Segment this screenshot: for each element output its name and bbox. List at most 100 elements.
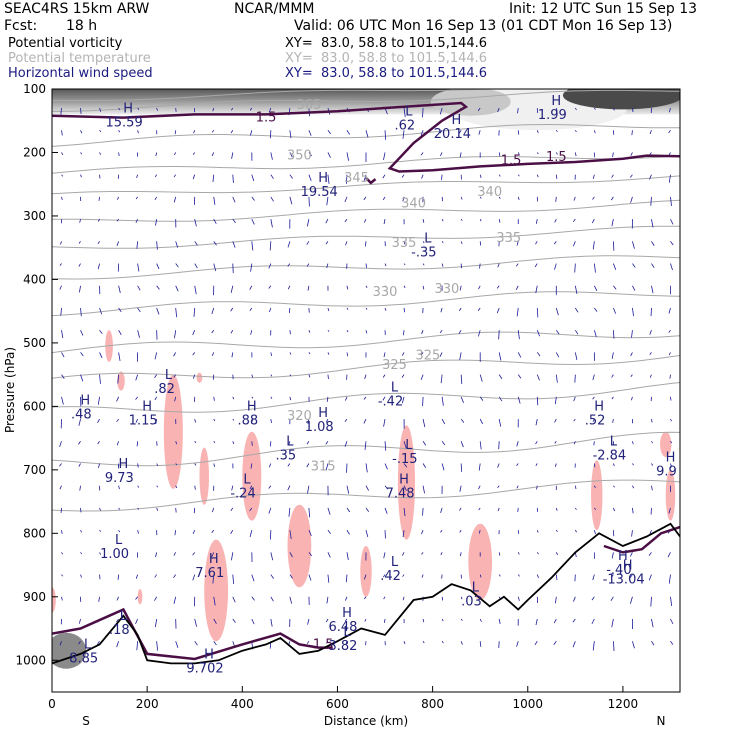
wind-arrow bbox=[497, 107, 500, 113]
wind-arrow bbox=[594, 107, 596, 110]
wind-arrow bbox=[593, 263, 596, 273]
wind-arrow bbox=[591, 618, 595, 625]
wind-arrow bbox=[97, 218, 100, 222]
wind-arrow bbox=[78, 441, 81, 445]
wind-arrow bbox=[440, 307, 443, 313]
wind-arrow bbox=[536, 552, 539, 555]
wind-arrow bbox=[98, 596, 100, 602]
wind-arrow bbox=[232, 618, 236, 623]
wind-arrow bbox=[555, 574, 558, 581]
wind-arrow bbox=[668, 507, 671, 514]
wind-arrow bbox=[307, 618, 310, 625]
wind-arrow bbox=[80, 307, 82, 317]
wind-arrow bbox=[612, 418, 614, 423]
wind-arrow bbox=[154, 352, 158, 360]
wind-arrow bbox=[364, 618, 367, 622]
wind-arrow bbox=[289, 374, 292, 377]
wind-arrow bbox=[116, 618, 119, 623]
wind-arrow bbox=[555, 329, 560, 335]
y-tick-label: 500 bbox=[23, 336, 46, 350]
extremum-value: 7.48 bbox=[386, 487, 415, 502]
wind-arrow bbox=[670, 640, 674, 645]
wind-arrow bbox=[78, 618, 81, 624]
wind-arrow bbox=[648, 574, 652, 581]
wind-arrow bbox=[440, 152, 443, 157]
wind-arrow bbox=[117, 574, 120, 580]
wind-arrow bbox=[670, 618, 674, 625]
wind-arrow bbox=[212, 374, 215, 380]
wind-arrow bbox=[307, 485, 310, 494]
wind-arrow bbox=[327, 374, 329, 380]
wind-arrow bbox=[498, 174, 501, 177]
wind-arrow bbox=[194, 418, 196, 423]
wind-arrow bbox=[515, 285, 519, 291]
wind-arrow bbox=[631, 396, 633, 401]
wind-arrow bbox=[517, 130, 520, 135]
wind-arrow bbox=[441, 441, 446, 446]
wind-arrow bbox=[192, 574, 196, 581]
wind-arrow bbox=[192, 174, 196, 180]
wind-arrow bbox=[306, 241, 310, 245]
wind-arrow bbox=[136, 241, 139, 249]
wind-arrow bbox=[80, 108, 82, 115]
wind-arrow bbox=[99, 374, 101, 384]
wind-arrow bbox=[288, 507, 291, 517]
wind-arrow bbox=[498, 374, 503, 380]
wind-arrow bbox=[554, 396, 557, 405]
high-marker: H bbox=[452, 113, 462, 128]
wind-arrow bbox=[345, 396, 348, 401]
wind-arrow bbox=[651, 485, 653, 491]
wind-arrow bbox=[612, 241, 615, 251]
high-marker: H bbox=[623, 558, 633, 573]
wind-arrow bbox=[632, 441, 634, 445]
wind-arrow bbox=[555, 352, 560, 358]
wind-arrow bbox=[175, 285, 179, 292]
wind-arrow bbox=[441, 218, 444, 222]
wind-arrow bbox=[327, 552, 331, 558]
wind-arrow bbox=[651, 641, 655, 646]
high-marker: H bbox=[551, 94, 561, 109]
wind-arrow bbox=[574, 529, 577, 533]
wind-arrow bbox=[364, 574, 367, 580]
wind-arrow bbox=[479, 641, 482, 647]
wind-arrow bbox=[308, 574, 312, 581]
wind-arrow bbox=[649, 330, 652, 335]
wind-arrow bbox=[631, 130, 633, 136]
wind-arrow bbox=[326, 263, 329, 269]
wind-arrow bbox=[610, 596, 614, 602]
wind-arrow bbox=[460, 396, 464, 403]
wind-arrow bbox=[574, 152, 577, 157]
wind-arrow bbox=[80, 529, 82, 533]
wind-arrow bbox=[59, 485, 62, 490]
wind-arrow bbox=[460, 374, 463, 385]
wind-arrow bbox=[79, 285, 81, 293]
wind-arrow bbox=[156, 307, 160, 315]
wind-arrow bbox=[535, 219, 538, 224]
wind-arrow bbox=[251, 396, 254, 399]
wind-arrow bbox=[232, 418, 235, 421]
wind-arrow bbox=[592, 396, 595, 400]
wind-arrow bbox=[135, 596, 138, 600]
wind-arrow bbox=[306, 640, 310, 644]
wind-arrow bbox=[80, 574, 82, 578]
wind-arrow bbox=[156, 241, 158, 250]
wind-arrow bbox=[231, 552, 234, 561]
wind-arrow bbox=[649, 352, 652, 355]
theta-contour-line bbox=[52, 382, 680, 413]
high-marker: H bbox=[318, 171, 328, 186]
wind-arrow bbox=[97, 241, 100, 245]
wind-arrow bbox=[80, 152, 83, 155]
wind-arrow bbox=[498, 552, 501, 556]
wind-arrow bbox=[422, 263, 425, 266]
wind-arrow bbox=[572, 241, 576, 247]
wind-arrow bbox=[403, 263, 406, 266]
low-marker: L bbox=[84, 638, 92, 653]
wind-arrow bbox=[116, 596, 119, 601]
wind-arrow bbox=[326, 596, 329, 604]
wind-arrow bbox=[60, 241, 62, 245]
field-name-theta: Potential temperature bbox=[8, 51, 151, 66]
extremum-value: 9.9 bbox=[656, 464, 677, 479]
low-marker: L bbox=[472, 581, 480, 596]
wind-arrow bbox=[327, 529, 332, 535]
wind-arrow bbox=[441, 618, 444, 622]
